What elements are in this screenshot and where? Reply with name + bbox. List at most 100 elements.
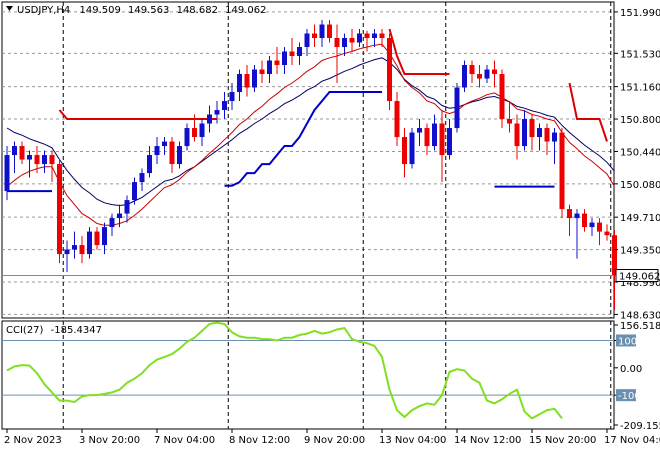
- candle: [454, 83, 460, 133]
- candle-body: [207, 114, 212, 124]
- candle: [259, 60, 265, 84]
- candle: [289, 38, 295, 66]
- candle: [514, 114, 520, 160]
- x-tick-label: 13 Nov 04:00: [379, 435, 446, 446]
- current-price-tag: 149.062: [615, 269, 660, 283]
- low-value: 148.682: [177, 5, 218, 16]
- candle: [394, 92, 400, 147]
- candle: [102, 222, 107, 255]
- candle: [567, 204, 572, 237]
- candle-body: [372, 33, 377, 39]
- candle-body: [514, 123, 520, 147]
- candle-body: [454, 87, 460, 129]
- candle: [417, 119, 422, 147]
- candle-body: [597, 222, 602, 232]
- candle: [297, 42, 302, 66]
- candle: [559, 128, 565, 219]
- candle: [117, 204, 122, 228]
- candle-body: [379, 33, 385, 39]
- candle-body: [12, 146, 17, 156]
- candle: [19, 141, 25, 165]
- candle: [147, 146, 152, 178]
- candle-body: [289, 51, 295, 57]
- y-tick-label: -100: [618, 391, 641, 402]
- candle-body: [499, 74, 505, 120]
- candle: [492, 60, 497, 88]
- y-tick-label: 149.350: [620, 246, 660, 257]
- candle: [34, 146, 40, 174]
- candle-body: [64, 249, 70, 255]
- x-tick-label: 9 Nov 20:00: [304, 435, 365, 446]
- candle-body: [27, 155, 32, 160]
- candle: [552, 128, 557, 165]
- candle-body: [604, 231, 610, 236]
- candle: [372, 29, 377, 48]
- x-tick-label: 17 Nov 04:00: [604, 435, 660, 446]
- candle: [4, 146, 10, 201]
- candle-body: [432, 123, 437, 147]
- sar-lines: [7, 28, 608, 193]
- candle: [357, 29, 362, 48]
- candle: [162, 137, 167, 156]
- candle: [207, 105, 212, 133]
- y-tick-label: 151.530: [620, 49, 660, 60]
- candle: [229, 83, 235, 111]
- candle: [597, 218, 602, 246]
- cci-label: CCI(27): [6, 325, 44, 336]
- candle-body: [169, 141, 175, 165]
- svg-text:USDJPY,H4 149.509: USDJPY,H4 149.509 149.563 148.682 149.06…: [17, 5, 266, 16]
- cci-panel: [1, 320, 615, 430]
- candle: [252, 65, 257, 93]
- sar-upper-line: [58, 109, 217, 120]
- candle: [64, 240, 70, 273]
- candle-body: [4, 155, 10, 192]
- candle: [589, 218, 595, 237]
- candle: [477, 65, 482, 88]
- candle-body: [582, 213, 587, 228]
- candle-body: [229, 92, 235, 102]
- candle: [334, 24, 340, 84]
- candle-body: [589, 222, 595, 228]
- candle-body: [79, 245, 85, 255]
- candle: [267, 56, 272, 84]
- candle-body: [34, 155, 40, 165]
- candle: [522, 110, 527, 151]
- candle: [439, 110, 445, 183]
- candle: [72, 231, 77, 259]
- candle: [537, 123, 542, 151]
- candle-body: [132, 182, 137, 201]
- candle-body: [49, 155, 55, 165]
- candle-body: [462, 65, 467, 88]
- candle-body: [237, 74, 242, 93]
- dropdown-triangle-icon[interactable]: [6, 6, 13, 11]
- y-tick-label: 148.630: [620, 310, 660, 321]
- candle: [124, 195, 130, 223]
- candle-body: [222, 101, 227, 111]
- candle: [349, 29, 355, 52]
- candle-body: [57, 164, 62, 255]
- candle: [462, 60, 467, 93]
- candle: [94, 227, 100, 250]
- candle: [214, 101, 220, 124]
- candle-body: [42, 155, 47, 165]
- candle: [154, 137, 160, 165]
- x-tick-label: 2 Nov 2023: [4, 435, 62, 446]
- candle-body: [259, 69, 265, 75]
- candle-body: [447, 128, 452, 156]
- candle-body: [117, 213, 122, 219]
- candle: [27, 150, 32, 178]
- candle-body: [102, 227, 107, 246]
- candle-body: [334, 38, 340, 48]
- y-tick-label: -209.1557: [620, 421, 660, 432]
- candle-body: [574, 213, 580, 219]
- candle-body: [439, 123, 445, 156]
- candle: [379, 29, 385, 48]
- ema-slow-line: [6, 57, 615, 207]
- candle-body: [139, 173, 145, 183]
- candle-body: [567, 209, 572, 219]
- candle: [387, 33, 392, 111]
- candle: [139, 168, 145, 192]
- candle-body: [214, 110, 220, 115]
- candle-body: [94, 231, 100, 246]
- candle-body: [522, 119, 527, 147]
